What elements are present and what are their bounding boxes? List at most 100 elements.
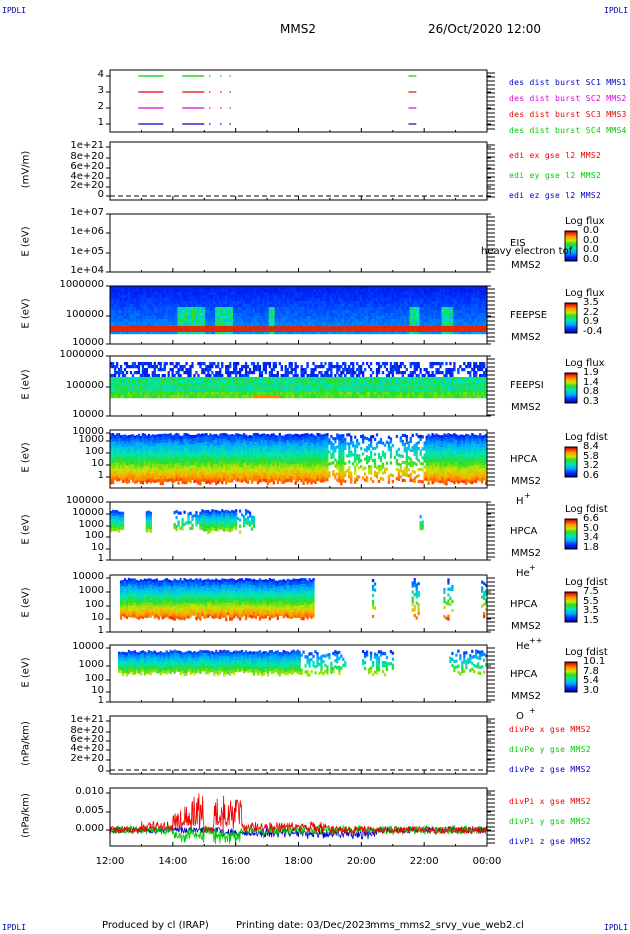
heatmap-cell (187, 301, 190, 305)
heatmap-cell (179, 389, 182, 393)
heatmap-cell (409, 307, 412, 311)
heatmap-cell (381, 326, 385, 332)
heatmap-cell (300, 395, 303, 399)
heatmap-cell (268, 326, 272, 332)
heatmap-cell (215, 377, 218, 381)
heatmap-cell (207, 316, 210, 320)
heatmap-cell (193, 319, 196, 323)
heatmap-cell (389, 326, 393, 332)
heatmap-cell (324, 295, 327, 299)
heatmap-cell (423, 307, 426, 311)
heatmap-cell (342, 377, 345, 381)
heatmap-cell (377, 289, 381, 293)
heatmap-cell (322, 304, 325, 308)
heatmap-cell (346, 377, 349, 381)
heatmap-cell (395, 365, 399, 369)
heatmap-cell (312, 289, 315, 293)
heatmap-cell (153, 326, 156, 332)
heatmap-cell (115, 307, 119, 311)
heatmap-cell (459, 319, 462, 323)
heatmap-cell (348, 289, 351, 293)
heatmap-cell (457, 331, 460, 335)
heatmap-cell (334, 316, 337, 320)
heatmap-cell (397, 322, 400, 326)
heatmap-cell (286, 289, 289, 293)
heatmap-cell (258, 368, 262, 372)
heatmap-cell (173, 326, 176, 332)
heatmap-cell (437, 286, 440, 290)
heatmap-cell (240, 392, 244, 396)
heatmap-cell (171, 310, 174, 314)
heatmap-cell (147, 301, 150, 305)
heatmap-cell (328, 310, 331, 314)
heatmap-cell (117, 377, 121, 381)
heatmap-cell (221, 307, 224, 311)
heatmap-cell (225, 286, 228, 290)
heatmap-cell (284, 319, 287, 323)
heatmap-cell (123, 383, 127, 387)
heatmap-cell (133, 310, 137, 314)
heatmap-cell (163, 362, 166, 366)
heatmap-cell (181, 331, 184, 335)
heatmap-cell (395, 368, 399, 372)
heatmap-cell (229, 392, 232, 396)
heatmap-cell (336, 365, 339, 369)
heatmap-cell (302, 310, 305, 314)
heatmap-cell (445, 301, 448, 305)
heatmap-cell (389, 313, 393, 317)
heatmap-cell (360, 383, 363, 387)
heatmap-cell (159, 319, 162, 323)
heatmap-cell (242, 310, 246, 314)
heatmap-cell (352, 307, 355, 311)
heatmap-cell (282, 319, 285, 323)
heatmap-cell (268, 374, 272, 378)
heatmap-cell (350, 289, 353, 293)
heatmap-cell (139, 395, 143, 399)
heatmap-cell (385, 295, 389, 299)
heatmap-cell (361, 313, 365, 317)
heatmap-cell (207, 298, 210, 302)
heatmap-cell (151, 326, 154, 332)
heatmap-cell (264, 289, 268, 293)
heatmap-cell (262, 313, 266, 317)
heatmap-cell (358, 392, 361, 396)
heatmap-cell (471, 331, 474, 335)
heatmap-cell (193, 386, 196, 390)
heatmap-cell (373, 307, 377, 311)
heatmap-cell (365, 362, 369, 366)
heatmap-cell (185, 313, 188, 317)
heatmap-cell (375, 377, 379, 381)
heatmap-cell (133, 365, 137, 369)
heatmap-cell (344, 289, 347, 293)
heatmap-cell (401, 292, 404, 296)
heatmap-cell (377, 292, 381, 296)
heatmap-cell (415, 292, 418, 296)
heatmap-cell (389, 362, 393, 366)
heatmap-cell (334, 295, 337, 299)
heatmap-cell (477, 304, 480, 308)
heatmap-cell (344, 310, 347, 314)
heatmap-cell (179, 307, 182, 311)
heatmap-cell (330, 395, 333, 399)
heatmap-cell (477, 319, 480, 323)
heatmap-cell (256, 380, 260, 384)
heatmap-cell (252, 377, 256, 381)
heatmap-cell (258, 374, 262, 378)
heatmap-cell (397, 368, 400, 372)
heatmap-cell (201, 307, 204, 311)
heatmap-cell (238, 307, 242, 311)
heatmap-cell (127, 304, 131, 308)
heatmap-cell (272, 316, 275, 320)
heatmap-cell (121, 316, 125, 320)
heatmap-cell (211, 331, 214, 335)
heatmap-cell (276, 316, 279, 320)
heatmap-cell (157, 395, 160, 399)
heatmap-cell (235, 392, 238, 396)
heatmap-cell (399, 389, 402, 393)
heatmap-cell (280, 310, 283, 314)
heatmap-cell (429, 316, 432, 320)
heatmap-cell (385, 289, 389, 293)
heatmap-cell (117, 292, 121, 296)
heatmap-cell (274, 316, 277, 320)
heatmap-cell (381, 319, 385, 323)
